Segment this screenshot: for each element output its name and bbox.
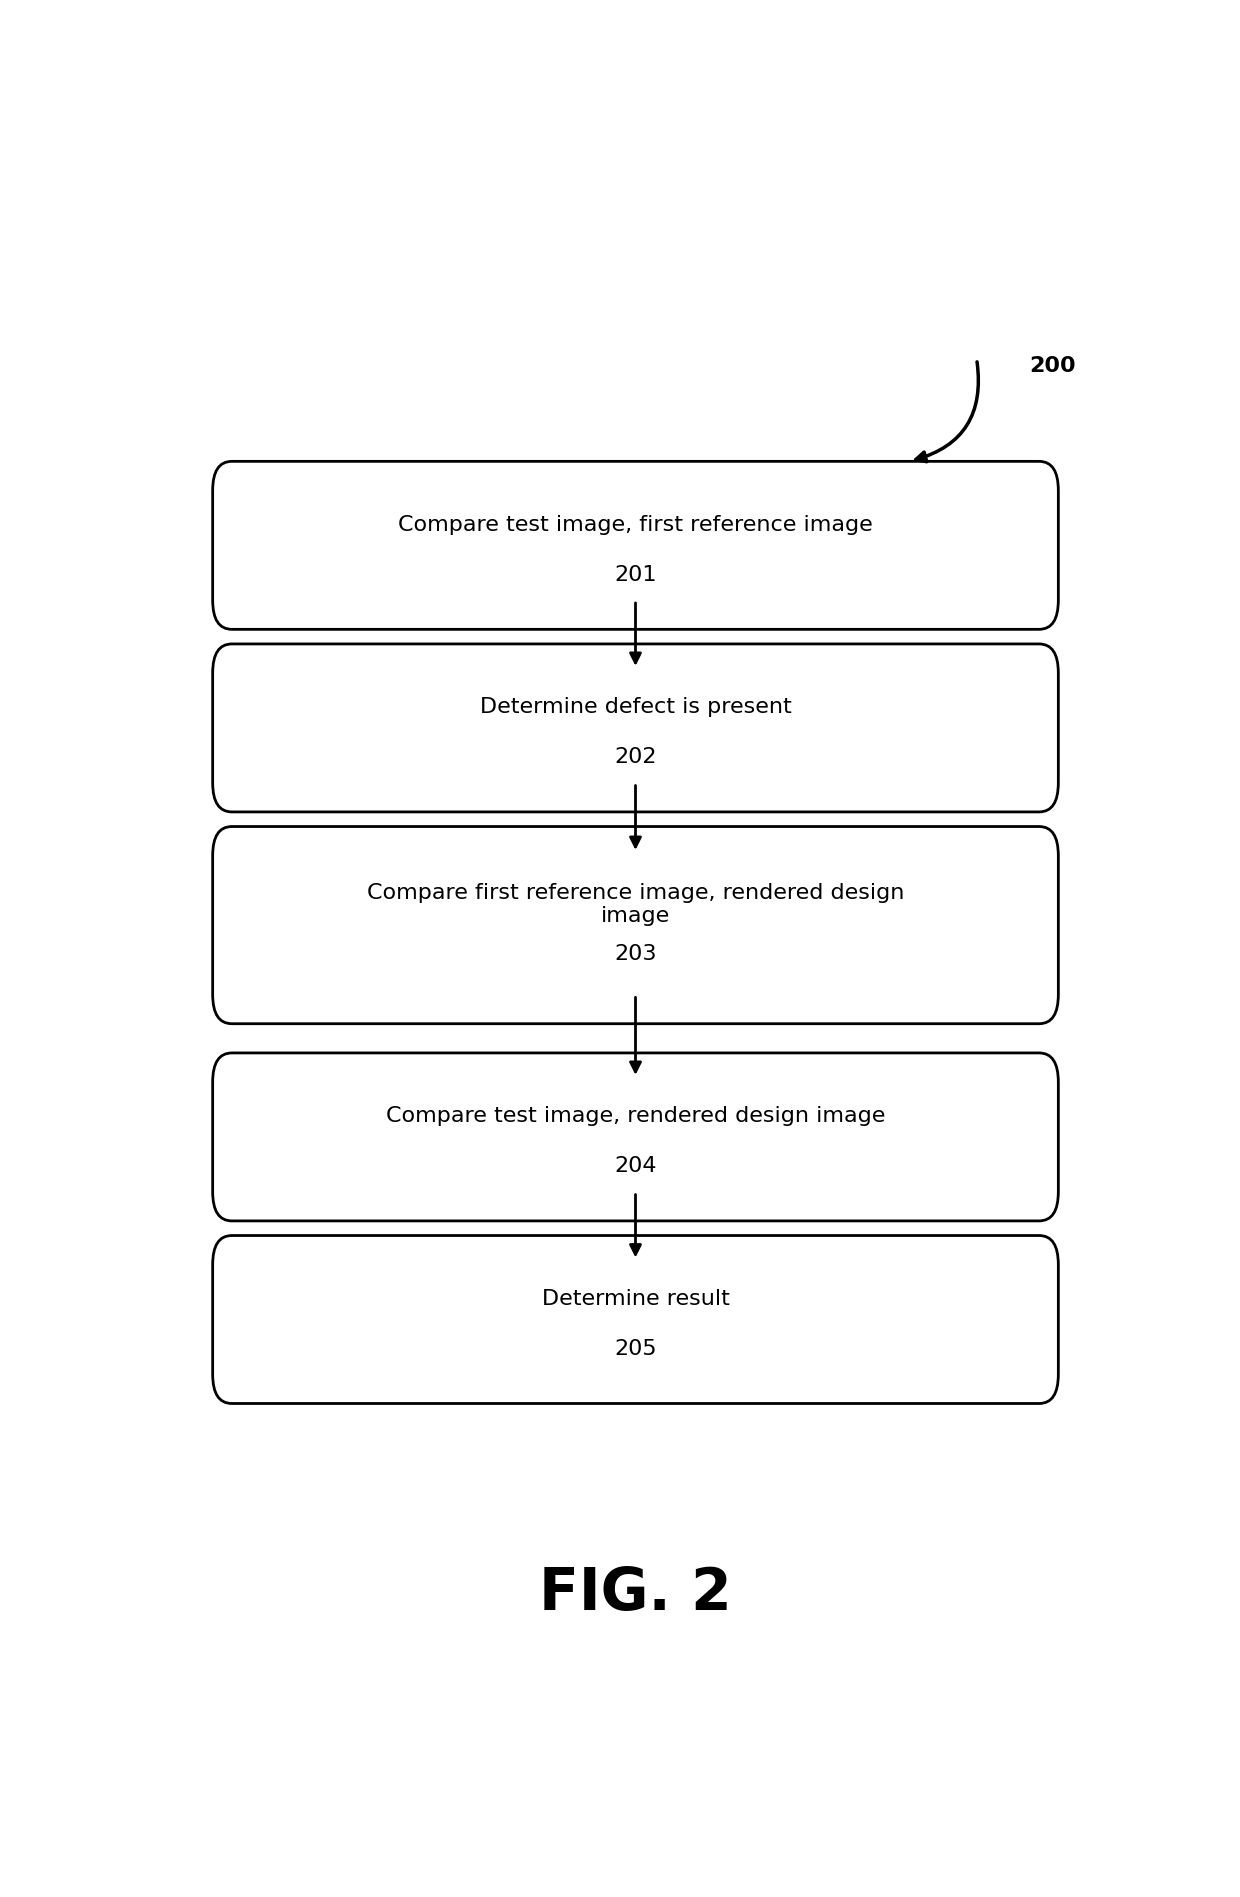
FancyBboxPatch shape: [213, 461, 1058, 630]
FancyBboxPatch shape: [213, 827, 1058, 1024]
Text: Determine defect is present: Determine defect is present: [480, 698, 791, 717]
Text: 202: 202: [614, 747, 657, 766]
Text: Determine result: Determine result: [542, 1290, 729, 1309]
Text: 205: 205: [614, 1339, 657, 1358]
FancyBboxPatch shape: [213, 1053, 1058, 1222]
Text: Compare test image, rendered design image: Compare test image, rendered design imag…: [386, 1106, 885, 1127]
Text: FIG. 2: FIG. 2: [539, 1565, 732, 1622]
Text: 203: 203: [614, 945, 657, 964]
Text: 200: 200: [1029, 357, 1076, 376]
FancyBboxPatch shape: [213, 1235, 1058, 1404]
Text: 201: 201: [614, 565, 657, 584]
FancyBboxPatch shape: [213, 643, 1058, 812]
Text: 204: 204: [614, 1155, 657, 1176]
FancyArrowPatch shape: [916, 362, 978, 461]
Text: Compare first reference image, rendered design
image: Compare first reference image, rendered …: [367, 884, 904, 926]
Text: Compare test image, first reference image: Compare test image, first reference imag…: [398, 514, 873, 535]
